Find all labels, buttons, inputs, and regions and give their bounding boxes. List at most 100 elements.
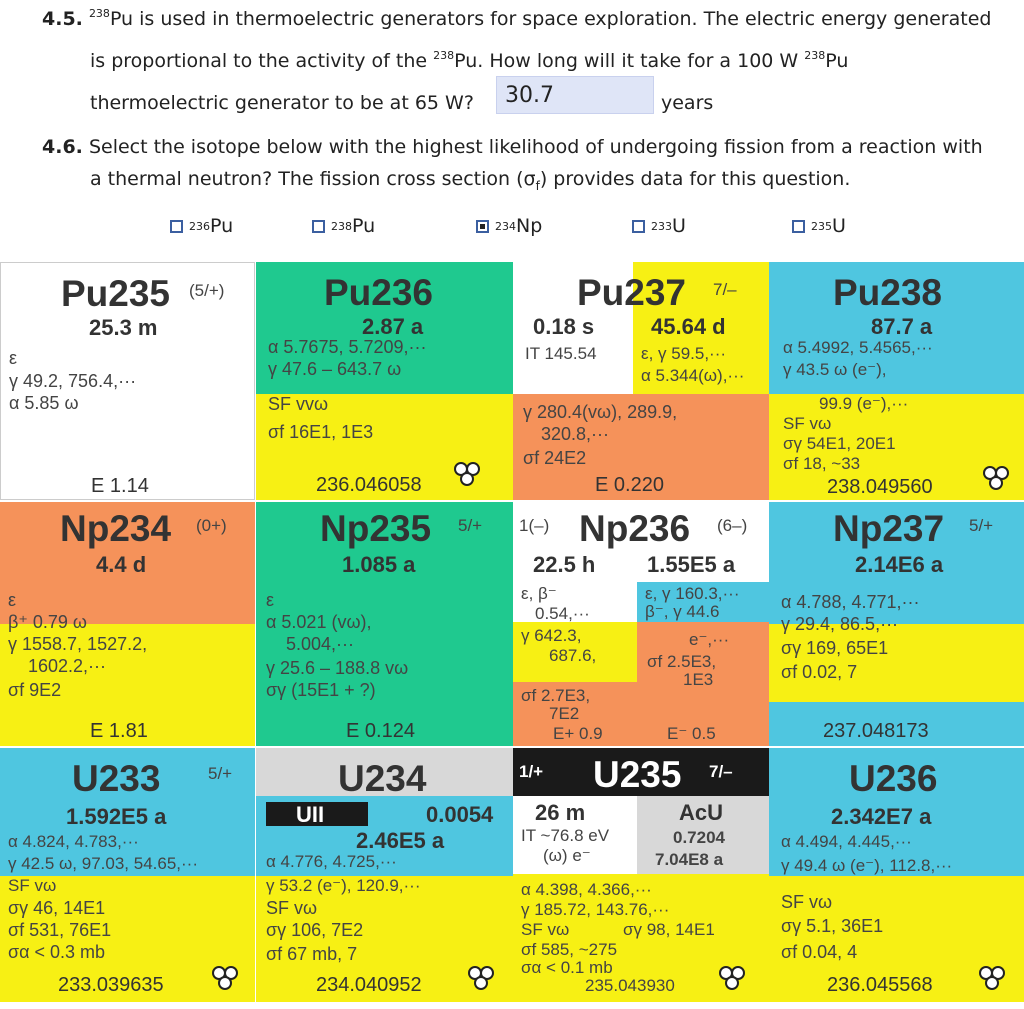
decay-line: γ 49.4 ω (e⁻), 112.8,··· <box>781 856 953 875</box>
cell-np237: Np237 5/+ 2.14E6 a α 4.788, 4.771,··· γ … <box>769 502 1024 746</box>
half-life: 25.3 m <box>89 315 158 340</box>
nuclide-name: Np236 <box>579 508 691 549</box>
cell-pu238: Pu238 87.7 a α 5.4992, 5.4565,··· γ 43.5… <box>769 262 1024 500</box>
atomic-mass: 236.045568 <box>827 974 933 996</box>
atom-logo-icon <box>719 962 749 992</box>
atomic-mass: 234.040952 <box>316 974 422 996</box>
option-u235[interactable]: 235 U <box>792 215 846 237</box>
half-life: 2.14E6 a <box>855 552 944 577</box>
decay-energy: E+ 0.9 <box>553 724 603 743</box>
spin: 5/+ <box>969 516 994 535</box>
option-mass: 238 <box>331 219 352 233</box>
atom-logo-icon <box>454 458 484 488</box>
checkbox[interactable] <box>792 219 805 233</box>
spin: 7/– <box>709 762 733 781</box>
half-life-isomer: 22.5 h <box>533 552 596 577</box>
decay-line: α 4.494, 4.445,··· <box>781 832 912 851</box>
q45-sup3: 238 <box>804 49 826 62</box>
decay-line: α 5.021 (vω), <box>266 612 372 632</box>
cross-section: σγ 169, 65E1 <box>781 638 889 658</box>
isomer-transition: IT ~76.8 eV <box>521 826 610 845</box>
natural-tag: AcU <box>679 800 724 825</box>
cell-pu235: Pu235 (5/+) 25.3 m ε γ 49.2, 756.4,··· α… <box>0 262 255 500</box>
cell-np236: 1(–) Np236 (6–) 22.5 h 1.55E5 a ε, β⁻ 0.… <box>513 502 769 746</box>
q45-text2a: is proportional to the activity of the <box>90 50 434 72</box>
q45-line3: thermoelectric generator to be at 65 W? <box>90 92 474 114</box>
natural-tag: UII <box>296 802 325 827</box>
atomic-mass: 236.046058 <box>316 474 422 496</box>
atom-logo-icon <box>468 962 498 992</box>
cross-section: 1E3 <box>683 670 714 689</box>
q46-line2: a thermal neutron? The fission cross sec… <box>90 170 850 192</box>
atomic-mass: 238.049560 <box>827 476 933 498</box>
atom-logo-icon <box>979 962 1009 992</box>
decay-line: e⁻,··· <box>689 630 730 649</box>
decay-line: ε, γ 59.5,··· <box>641 344 727 363</box>
nuclide-name: Np234 <box>60 508 172 549</box>
half-life-isomer: 0.18 s <box>533 314 595 339</box>
cross-section: σf 18, ~33 <box>783 454 861 473</box>
half-life: 2.342E7 a <box>831 804 932 829</box>
cross-section: σf 67 mb, 7 <box>266 944 358 964</box>
cell-u236: U236 2.342E7 a α 4.494, 4.445,··· γ 49.4… <box>769 748 1024 1002</box>
cross-section: σf 585, ~275 <box>521 940 618 959</box>
checkbox[interactable] <box>170 219 183 233</box>
nuclide-name: U236 <box>849 758 938 799</box>
cell-pu237: Pu237 7/– 0.18 s IT 145.54 45.64 d ε, γ … <box>513 262 769 500</box>
checkbox[interactable] <box>312 219 325 233</box>
cross-section: σf 0.04, 4 <box>781 942 858 962</box>
half-life: 45.64 d <box>651 314 726 339</box>
cross-section: σα < 0.1 mb <box>521 958 613 977</box>
cell-u233: U233 5/+ 1.592E5 a α 4.824, 4.783,··· γ … <box>0 748 255 1002</box>
q46-text2: a thermal neutron? The fission cross sec… <box>90 168 536 190</box>
decay-line: α 5.344(ω),··· <box>641 366 745 385</box>
nuclide-name: U235 <box>593 754 682 795</box>
atomic-mass: 233.039635 <box>58 974 164 996</box>
decay-line: ε, β⁻ <box>521 584 557 603</box>
decay-energy: E 1.81 <box>90 720 148 742</box>
decay-line: α 5.85 ω <box>9 393 79 413</box>
checkbox-checked[interactable] <box>476 219 489 233</box>
option-pu236[interactable]: 236 Pu <box>170 215 233 237</box>
cross-section: 7E2 <box>549 704 580 723</box>
decay-line: α 4.398, 4.366,··· <box>521 880 652 899</box>
cross-section: σf 2.7E3, <box>521 686 591 705</box>
decay-line: γ 280.4(vω), 289.9, <box>523 402 678 422</box>
spin: (6–) <box>717 516 748 535</box>
checkbox[interactable] <box>632 219 645 233</box>
option-mass: 236 <box>189 219 210 233</box>
decay-line: SF vω <box>521 920 570 939</box>
q45-line2: is proportional to the activity of the 2… <box>90 50 848 71</box>
cross-section: σγ (15E1 + ?) <box>266 680 376 700</box>
option-np234[interactable]: 234 Np <box>476 215 542 237</box>
decay-line: γ 29.4, 86.5,··· <box>781 614 899 634</box>
decay-energy: E⁻ 0.5 <box>667 724 716 743</box>
decay-line: α 4.824, 4.783,··· <box>8 832 139 851</box>
half-life: 87.7 a <box>871 314 933 339</box>
option-u233[interactable]: 233 U <box>632 215 686 237</box>
decay-line: ε <box>8 590 17 610</box>
q45-number: 4.5. <box>42 8 83 30</box>
decay-line: SF vω <box>783 414 832 433</box>
cross-section: σf 24E2 <box>523 448 587 468</box>
cross-section: σγ 98, 14E1 <box>623 920 715 939</box>
answer-input[interactable]: 30.7 <box>496 76 654 114</box>
option-pu238[interactable]: 238 Pu <box>312 215 375 237</box>
spin: 7/– <box>713 280 737 299</box>
decay-line: ε <box>9 348 18 368</box>
decay-line: γ 185.72, 143.76,··· <box>521 900 670 919</box>
cell-u234: U234 UII 0.0054 2.46E5 a α 4.776, 4.725,… <box>256 748 513 1002</box>
cell-u235: 1/+ U235 7/– 26 m IT ~76.8 eV (ω) e⁻ AcU… <box>513 748 769 1002</box>
q45-text2b: Pu. How long will it take for a 100 W <box>454 50 805 72</box>
option-mass: 234 <box>495 219 516 233</box>
option-element: Pu <box>210 215 234 237</box>
half-life: 2.46E5 a <box>356 828 445 853</box>
decay-line: SF vω <box>8 876 57 895</box>
cross-section: σα < 0.3 mb <box>8 942 106 962</box>
decay-line: γ 25.6 – 188.8 vω <box>266 658 409 678</box>
half-life: 1.592E5 a <box>66 804 167 829</box>
decay-energy: E 0.220 <box>595 474 664 496</box>
half-life: 7.04E8 a <box>655 850 724 869</box>
q45-text1: Pu is used in thermoelectric generators … <box>109 8 992 30</box>
answer-unit: years <box>661 92 714 114</box>
